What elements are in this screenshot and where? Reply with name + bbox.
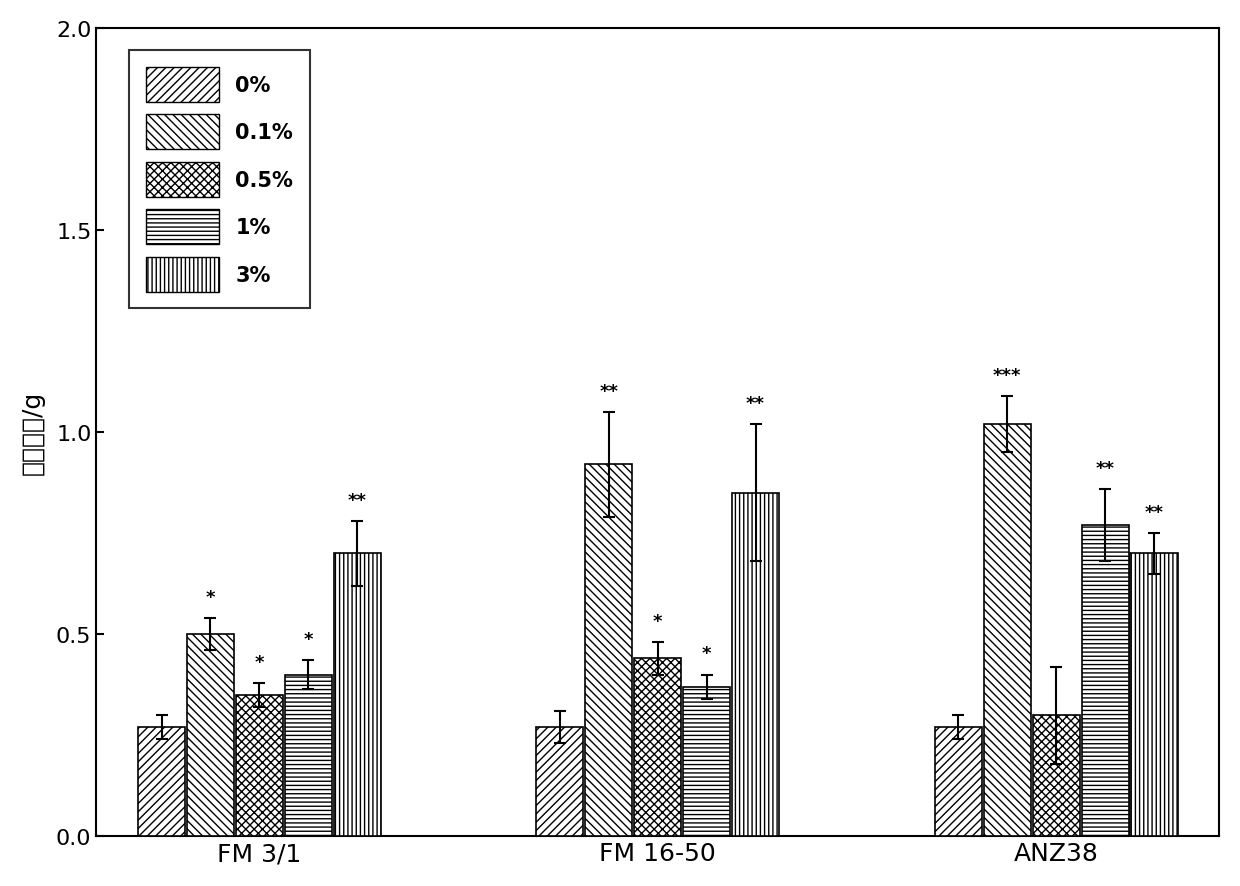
Bar [983, 424, 1030, 836]
Text: *: * [206, 588, 216, 606]
Y-axis label: 植株干重/g: 植株干重/g [21, 391, 45, 475]
Bar [334, 554, 381, 836]
Bar [732, 494, 779, 836]
Text: **: ** [1145, 503, 1163, 522]
Text: *: * [653, 612, 662, 631]
Text: *: * [304, 631, 312, 649]
Text: **: ** [599, 382, 619, 400]
Bar [138, 727, 185, 836]
Bar [1033, 715, 1080, 836]
Text: *: * [702, 645, 712, 663]
Bar [1081, 525, 1128, 836]
Bar [683, 687, 730, 836]
Text: **: ** [1096, 459, 1115, 477]
Bar [1131, 554, 1178, 836]
Bar [187, 634, 234, 836]
Bar [236, 695, 283, 836]
Text: *: * [254, 653, 264, 671]
Legend: 0%, 0.1%, 0.5%, 1%, 3%: 0%, 0.1%, 0.5%, 1%, 3% [129, 51, 310, 309]
Text: ***: *** [993, 366, 1022, 385]
Text: **: ** [347, 492, 367, 509]
Bar [634, 658, 681, 836]
Bar [935, 727, 982, 836]
Text: **: ** [746, 394, 765, 412]
Bar [285, 675, 332, 836]
Bar [585, 465, 632, 836]
Bar [537, 727, 584, 836]
